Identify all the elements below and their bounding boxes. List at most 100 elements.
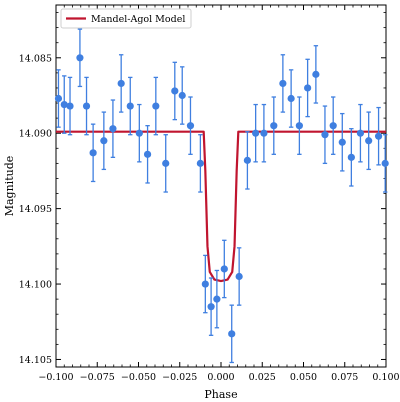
y-tick-label: 14.090 <box>19 129 52 140</box>
data-marker <box>186 122 195 130</box>
data-marker <box>312 70 320 78</box>
data-point <box>207 277 215 336</box>
model-series <box>56 130 386 283</box>
data-point <box>100 111 108 171</box>
data-marker <box>178 91 186 100</box>
y-tick-label: 14.085 <box>19 53 52 64</box>
data-point <box>347 128 355 187</box>
data-marker <box>201 280 209 288</box>
data-series <box>54 28 389 364</box>
x-axis: −0.100 −0.075 −0.050 −0.025 0.000 0.025 0.050 0… <box>38 5 400 383</box>
data-marker <box>82 102 91 110</box>
data-marker <box>213 295 221 303</box>
data-point <box>220 239 228 299</box>
plot-area <box>55 4 387 368</box>
data-marker <box>76 54 84 62</box>
data-point <box>295 96 303 155</box>
data-marker <box>100 137 108 145</box>
data-point <box>126 76 134 136</box>
x-axis-title: Phase <box>204 388 237 401</box>
model-line <box>56 130 386 283</box>
data-point <box>66 76 74 136</box>
data-point <box>270 96 278 155</box>
data-marker <box>260 129 268 137</box>
data-marker <box>109 125 117 133</box>
data-point <box>54 69 63 128</box>
data-point <box>89 123 97 183</box>
y-axis-title: Magnitude <box>3 156 16 217</box>
data-marker <box>54 94 63 103</box>
y-tick-label: 14.100 <box>19 280 52 291</box>
data-marker <box>243 156 251 164</box>
legend: Mandel-Agol Model <box>60 8 192 29</box>
data-marker <box>89 149 97 157</box>
data-point <box>365 111 373 171</box>
data-point <box>243 131 251 190</box>
data-marker <box>171 87 179 95</box>
data-marker <box>287 94 295 103</box>
x-tick-label: 0.025 <box>249 372 276 383</box>
x-tick-label: −0.075 <box>80 372 115 383</box>
data-point <box>201 254 209 314</box>
data-marker <box>220 265 228 273</box>
data-point <box>143 125 152 184</box>
data-marker <box>321 131 329 139</box>
legend-model-label: Mandel-Agol Model <box>91 14 185 25</box>
data-point <box>329 96 337 155</box>
x-tick-label: 0.100 <box>372 372 399 383</box>
data-marker <box>279 79 287 88</box>
data-point <box>109 99 117 158</box>
data-point <box>82 76 91 136</box>
data-point <box>356 103 365 163</box>
data-marker <box>356 129 365 137</box>
x-tick-label: 0.050 <box>290 372 317 383</box>
data-marker <box>207 303 215 311</box>
data-point <box>228 304 236 364</box>
data-point <box>186 96 195 155</box>
data-marker <box>252 129 260 137</box>
data-point <box>381 134 389 193</box>
data-point <box>171 61 179 121</box>
data-marker <box>126 102 134 110</box>
data-marker <box>381 159 389 167</box>
data-point <box>374 106 383 166</box>
data-marker <box>304 84 312 92</box>
data-point <box>304 58 312 118</box>
data-marker <box>135 129 143 137</box>
data-point <box>279 54 287 113</box>
x-tick-label: 0.000 <box>207 372 234 383</box>
data-point <box>321 105 329 165</box>
data-marker <box>117 79 125 88</box>
data-marker <box>196 159 204 167</box>
data-marker <box>329 122 337 130</box>
data-point <box>152 76 160 136</box>
data-marker <box>270 122 278 130</box>
data-point <box>312 45 320 104</box>
x-tick-label: −0.100 <box>38 372 73 383</box>
data-point <box>76 28 84 88</box>
y-tick-label: 14.095 <box>19 204 52 215</box>
data-point <box>287 69 295 128</box>
data-point <box>60 75 68 134</box>
data-point <box>162 134 170 193</box>
data-marker <box>143 150 152 158</box>
data-marker <box>365 137 373 145</box>
x-tick-label: −0.025 <box>162 372 197 383</box>
data-marker <box>60 100 68 109</box>
y-tick-label: 14.105 <box>19 355 52 366</box>
data-marker <box>152 102 160 110</box>
data-marker <box>228 330 236 338</box>
data-point <box>178 66 186 125</box>
data-point <box>338 112 346 172</box>
data-point <box>260 103 268 163</box>
data-point <box>135 103 143 163</box>
data-marker <box>338 138 346 146</box>
x-tick-label: −0.050 <box>121 372 156 383</box>
data-point <box>235 247 243 306</box>
data-marker <box>66 102 74 110</box>
data-point <box>252 103 260 163</box>
data-marker <box>235 272 243 281</box>
data-marker <box>162 159 170 167</box>
data-marker <box>374 132 383 140</box>
